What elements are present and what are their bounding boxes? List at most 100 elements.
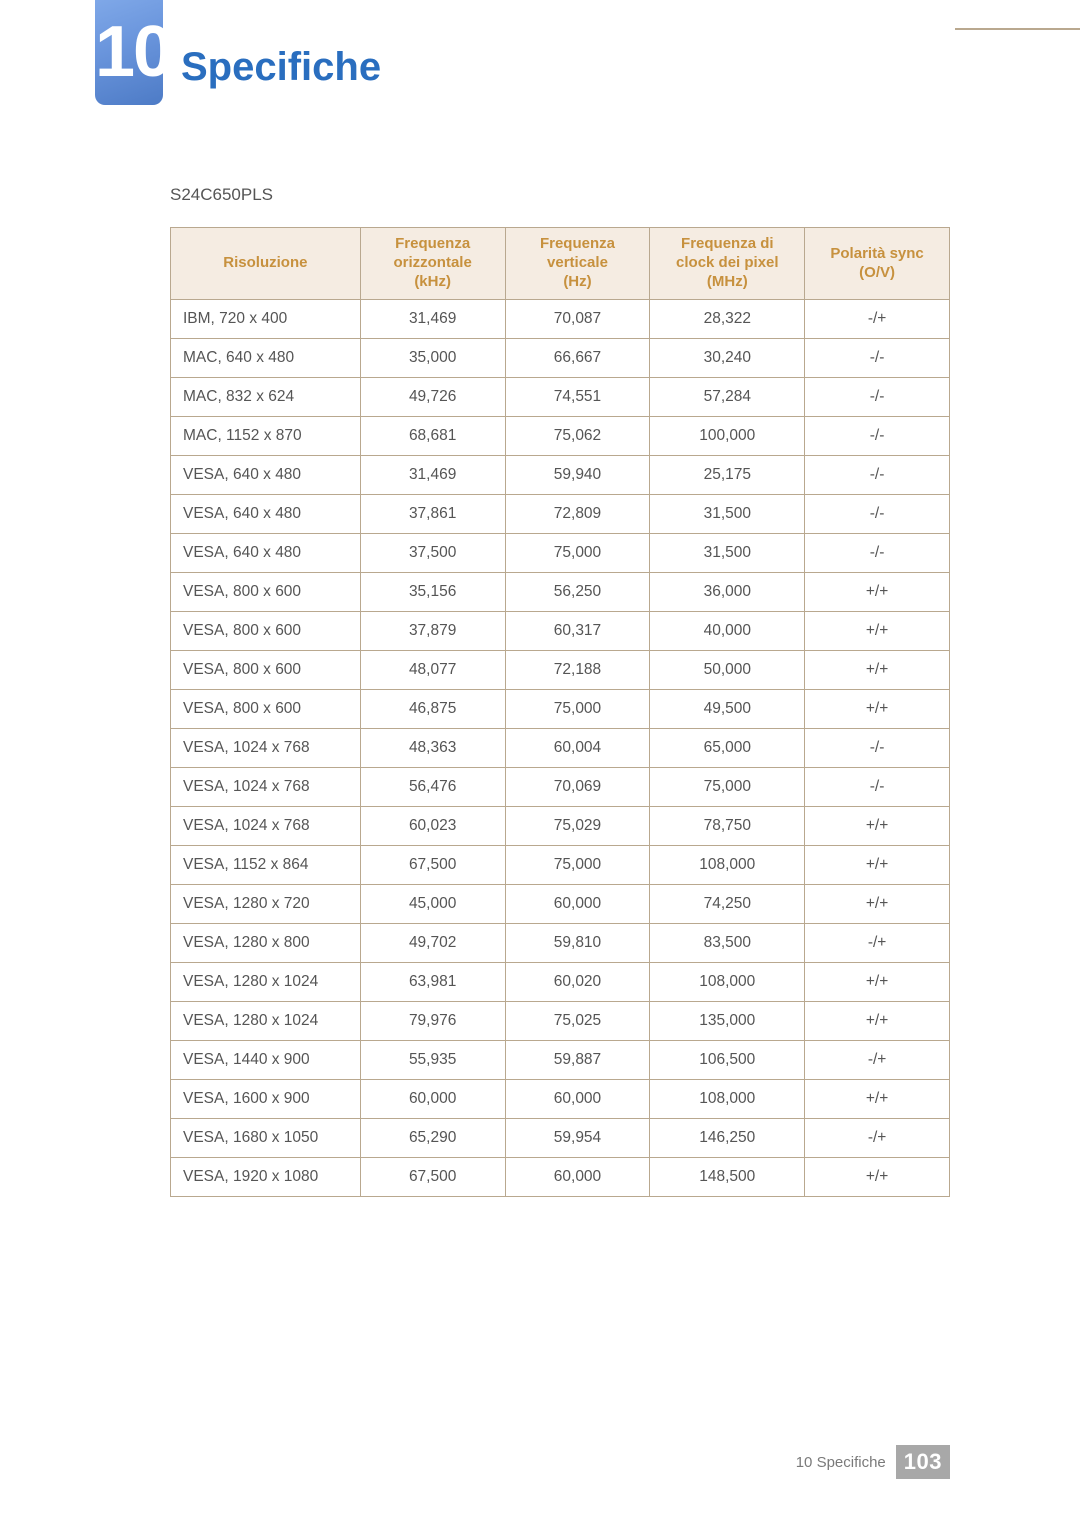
table-row: VESA, 1920 x 108067,50060,000148,500+/+ [171, 1158, 950, 1197]
page: 10 Specifiche S24C650PLS Risoluzione Fre… [0, 0, 1080, 1527]
table-row: MAC, 640 x 48035,00066,66730,240-/- [171, 339, 950, 378]
cell-vfreq: 60,000 [505, 1158, 650, 1197]
th-hfreq-l2: orizzontale [393, 254, 471, 271]
cell-pclk: 25,175 [650, 456, 805, 495]
th-vfreq-l1: Frequenza [540, 235, 615, 252]
table-row: VESA, 1600 x 90060,00060,000108,000+/+ [171, 1080, 950, 1119]
table-row: VESA, 800 x 60035,15656,25036,000+/+ [171, 573, 950, 612]
cell-resolution: VESA, 1024 x 768 [171, 729, 361, 768]
cell-sync: +/+ [805, 1080, 950, 1119]
cell-sync: -/- [805, 729, 950, 768]
cell-vfreq: 60,317 [505, 612, 650, 651]
th-pclk: Frequenza di clock dei pixel (MHz) [650, 228, 805, 300]
cell-sync: -/- [805, 495, 950, 534]
chapter-title: Specifiche [181, 15, 381, 90]
cell-sync: -/- [805, 378, 950, 417]
table-row: MAC, 832 x 62449,72674,55157,284-/- [171, 378, 950, 417]
cell-hfreq: 67,500 [360, 1158, 505, 1197]
cell-resolution: VESA, 1280 x 1024 [171, 963, 361, 1002]
th-vfreq: Frequenza verticale (Hz) [505, 228, 650, 300]
cell-resolution: VESA, 1600 x 900 [171, 1080, 361, 1119]
cell-vfreq: 75,000 [505, 690, 650, 729]
cell-pclk: 31,500 [650, 495, 805, 534]
cell-sync: +/+ [805, 846, 950, 885]
cell-resolution: VESA, 1024 x 768 [171, 807, 361, 846]
cell-pclk: 28,322 [650, 300, 805, 339]
content-area: S24C650PLS Risoluzione Frequenza orizzon… [170, 185, 950, 1197]
cell-sync: -/+ [805, 300, 950, 339]
cell-sync: +/+ [805, 573, 950, 612]
table-row: VESA, 1280 x 72045,00060,00074,250+/+ [171, 885, 950, 924]
cell-resolution: VESA, 1680 x 1050 [171, 1119, 361, 1158]
cell-hfreq: 45,000 [360, 885, 505, 924]
cell-sync: -/+ [805, 1119, 950, 1158]
cell-hfreq: 37,861 [360, 495, 505, 534]
spec-table: Risoluzione Frequenza orizzontale (kHz) … [170, 227, 950, 1197]
cell-vfreq: 56,250 [505, 573, 650, 612]
cell-vfreq: 59,810 [505, 924, 650, 963]
cell-pclk: 108,000 [650, 1080, 805, 1119]
cell-pclk: 75,000 [650, 768, 805, 807]
cell-resolution: VESA, 640 x 480 [171, 534, 361, 573]
table-row: VESA, 800 x 60046,87575,00049,500+/+ [171, 690, 950, 729]
cell-pclk: 74,250 [650, 885, 805, 924]
cell-sync: +/+ [805, 612, 950, 651]
cell-sync: -/- [805, 456, 950, 495]
model-label: S24C650PLS [170, 185, 950, 205]
table-row: VESA, 1440 x 90055,93559,887106,500-/+ [171, 1041, 950, 1080]
cell-pclk: 50,000 [650, 651, 805, 690]
th-hfreq-l3: (kHz) [414, 273, 451, 290]
th-sync: Polarità sync (O/V) [805, 228, 950, 300]
cell-sync: +/+ [805, 651, 950, 690]
cell-resolution: VESA, 1280 x 720 [171, 885, 361, 924]
footer-text: 10 Specifiche [796, 1454, 886, 1471]
cell-pclk: 108,000 [650, 963, 805, 1002]
cell-hfreq: 49,702 [360, 924, 505, 963]
cell-hfreq: 48,363 [360, 729, 505, 768]
th-resolution: Risoluzione [171, 228, 361, 300]
th-vfreq-l3: (Hz) [563, 273, 591, 290]
top-rule [955, 28, 1080, 30]
cell-resolution: VESA, 1280 x 1024 [171, 1002, 361, 1041]
cell-vfreq: 75,000 [505, 534, 650, 573]
cell-hfreq: 60,000 [360, 1080, 505, 1119]
th-hfreq: Frequenza orizzontale (kHz) [360, 228, 505, 300]
cell-sync: +/+ [805, 963, 950, 1002]
cell-pclk: 65,000 [650, 729, 805, 768]
cell-sync: -/- [805, 339, 950, 378]
cell-hfreq: 31,469 [360, 456, 505, 495]
cell-vfreq: 66,667 [505, 339, 650, 378]
cell-resolution: MAC, 1152 x 870 [171, 417, 361, 456]
cell-pclk: 49,500 [650, 690, 805, 729]
th-vfreq-l2: verticale [547, 254, 608, 271]
cell-vfreq: 75,029 [505, 807, 650, 846]
cell-pclk: 135,000 [650, 1002, 805, 1041]
cell-hfreq: 46,875 [360, 690, 505, 729]
cell-pclk: 100,000 [650, 417, 805, 456]
cell-pclk: 106,500 [650, 1041, 805, 1080]
cell-pclk: 30,240 [650, 339, 805, 378]
cell-pclk: 108,000 [650, 846, 805, 885]
cell-hfreq: 56,476 [360, 768, 505, 807]
cell-pclk: 146,250 [650, 1119, 805, 1158]
cell-resolution: IBM, 720 x 400 [171, 300, 361, 339]
table-row: VESA, 640 x 48031,46959,94025,175-/- [171, 456, 950, 495]
th-pclk-l3: (MHz) [707, 273, 748, 290]
cell-vfreq: 60,000 [505, 885, 650, 924]
cell-sync: +/+ [805, 1002, 950, 1041]
cell-vfreq: 70,087 [505, 300, 650, 339]
cell-pclk: 31,500 [650, 534, 805, 573]
cell-hfreq: 79,976 [360, 1002, 505, 1041]
cell-hfreq: 63,981 [360, 963, 505, 1002]
table-row: VESA, 800 x 60037,87960,31740,000+/+ [171, 612, 950, 651]
cell-sync: +/+ [805, 690, 950, 729]
cell-hfreq: 37,500 [360, 534, 505, 573]
cell-resolution: VESA, 640 x 480 [171, 495, 361, 534]
table-row: VESA, 1152 x 86467,50075,000108,000+/+ [171, 846, 950, 885]
cell-resolution: VESA, 800 x 600 [171, 690, 361, 729]
table-row: VESA, 640 x 48037,86172,80931,500-/- [171, 495, 950, 534]
cell-hfreq: 37,879 [360, 612, 505, 651]
table-row: VESA, 640 x 48037,50075,00031,500-/- [171, 534, 950, 573]
cell-vfreq: 75,025 [505, 1002, 650, 1041]
cell-vfreq: 72,809 [505, 495, 650, 534]
